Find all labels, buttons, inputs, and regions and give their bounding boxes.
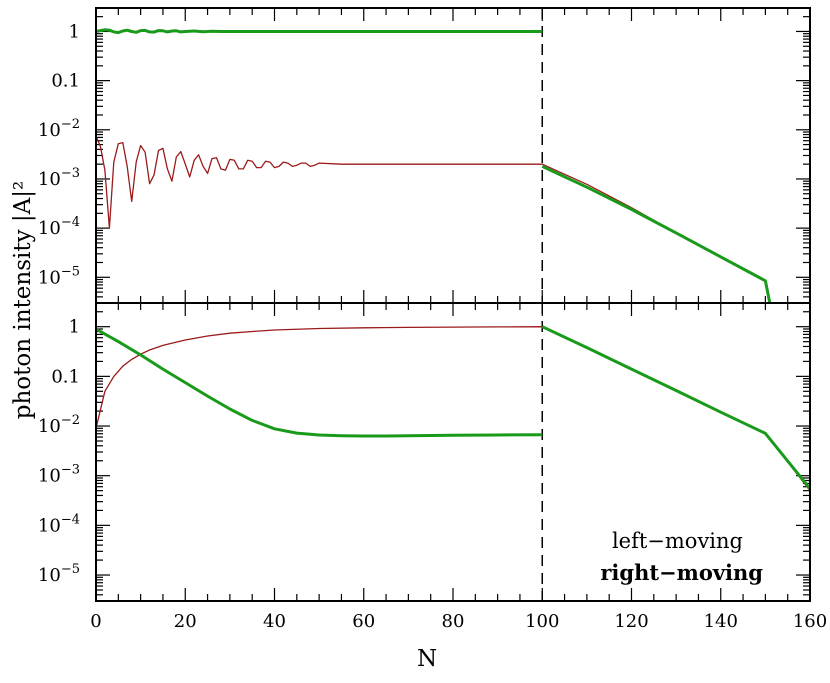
x-tick-label: 140: [704, 611, 738, 632]
series-line-right-moving: [541, 325, 810, 490]
y-ticks-bottom: [96, 302, 810, 602]
x-axis-title: N: [417, 646, 437, 672]
y-tick-label: 10−5: [38, 264, 80, 288]
panel-top: 1 0.1 10−2 10−3 10−4 10−5: [38, 7, 811, 304]
y-tick-label: 10−4: [38, 512, 80, 536]
y-tick-label: 1: [69, 317, 80, 338]
x-tick-label: 40: [263, 611, 286, 632]
series-line-right-moving: [541, 165, 772, 303]
legend-label-right-moving: right−moving: [600, 560, 763, 585]
x-tick-label: 120: [614, 611, 648, 632]
y-tick-label: 10−4: [38, 215, 80, 239]
legend: left−moving right−moving: [600, 529, 763, 585]
y-tick-label: 1: [69, 21, 80, 42]
x-tick-label: 160: [793, 611, 827, 632]
x-tick-label: 20: [174, 611, 197, 632]
series-line-right-moving: [96, 327, 543, 438]
y-axis-title: photon intensity |A|²: [10, 181, 36, 419]
x-ticks-top: [95, 8, 811, 303]
y-ticks-top: [96, 7, 810, 304]
plot-frame-bottom: [95, 302, 811, 602]
y-tick-label: 0.1: [51, 71, 80, 92]
y-tick-label: 10−5: [38, 562, 80, 586]
x-tick-label: 60: [352, 611, 375, 632]
series-line-left-moving: [96, 326, 810, 491]
series-line-right-moving: [96, 28, 543, 35]
x-tick-label: 100: [525, 611, 559, 632]
x-tick-label: 0: [90, 611, 101, 632]
x-ticks-bottom: [95, 303, 811, 601]
legend-label-left-moving: left−moving: [612, 529, 743, 553]
y-tick-label: 10−3: [38, 166, 80, 190]
series-line-left-moving: [96, 135, 771, 303]
plot-frame-top: [95, 7, 811, 304]
y-tick-label: 10−2: [38, 117, 80, 141]
y-tick-label: 10−3: [38, 463, 80, 487]
y-tick-label: 0.1: [51, 366, 80, 387]
x-tick-label: 80: [442, 611, 465, 632]
y-tick-label: 10−2: [38, 413, 80, 437]
